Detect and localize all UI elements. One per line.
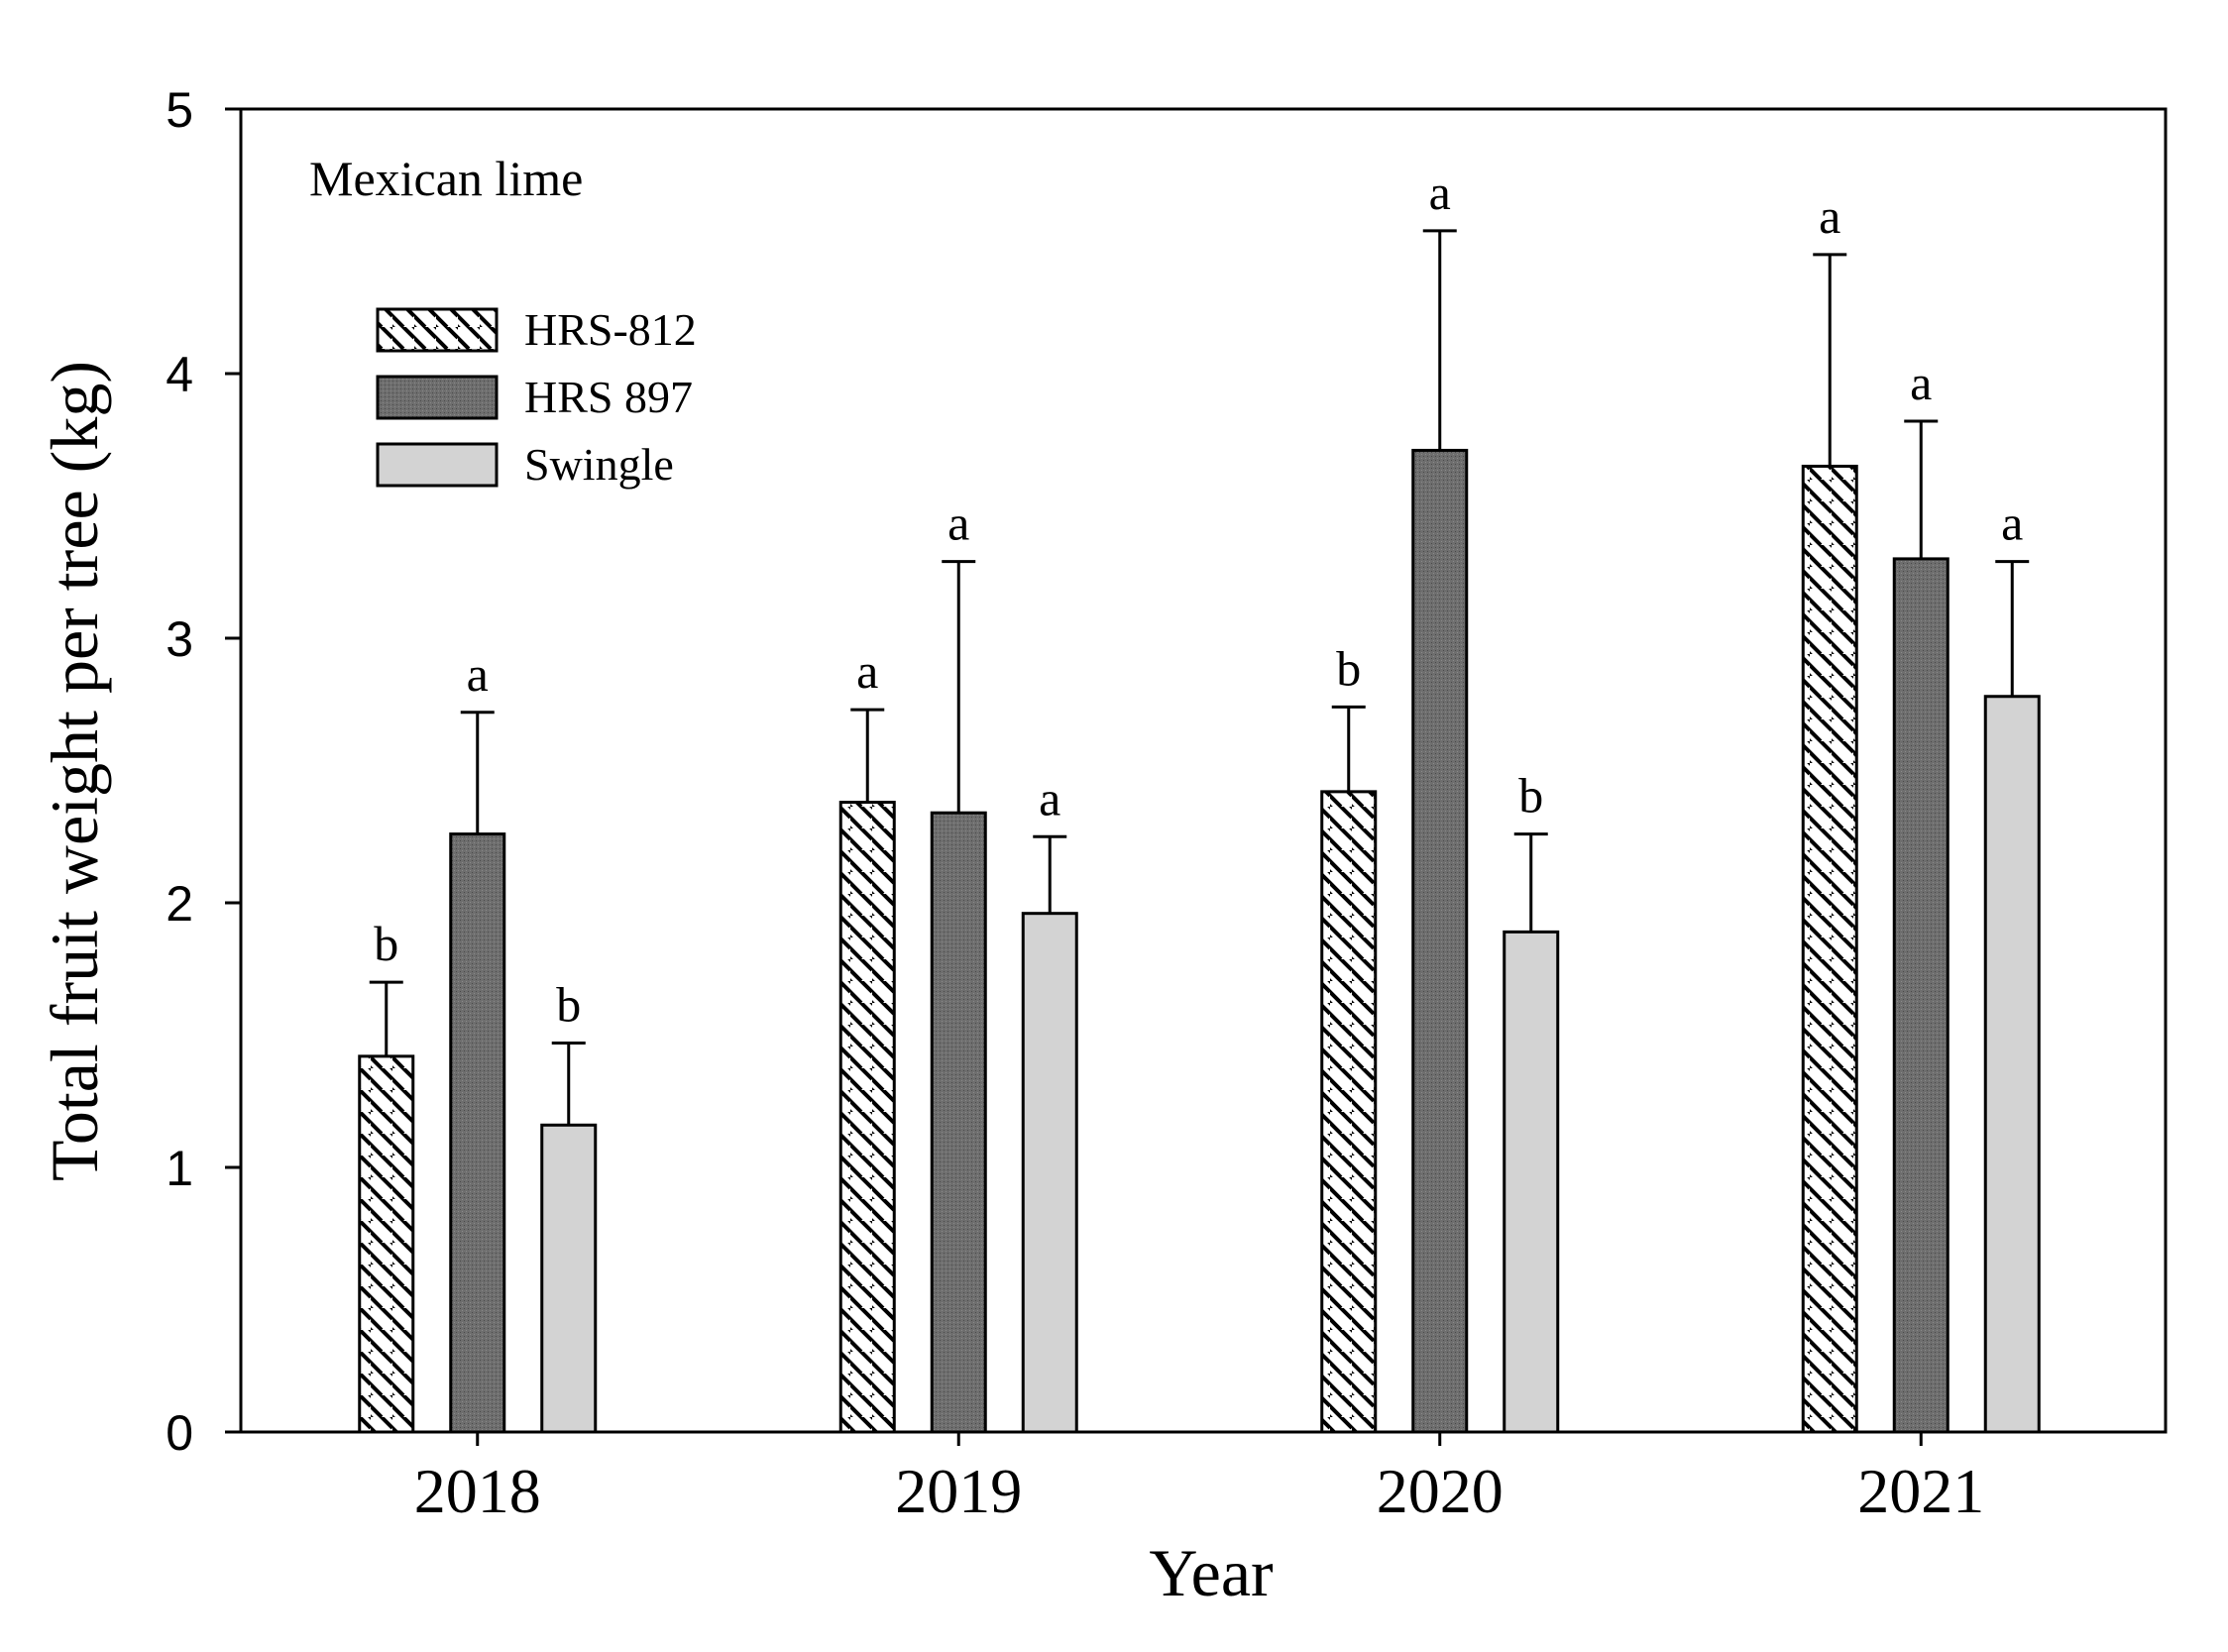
legend: HRS-812 HRS 897 Swingle bbox=[376, 304, 697, 490]
significance-letter: a bbox=[947, 496, 969, 551]
significance-letter: a bbox=[1819, 188, 1840, 244]
y-tick-label: 3 bbox=[166, 611, 193, 667]
x-tick-label: 2018 bbox=[414, 1456, 541, 1526]
chart-annotation: Mexican lime bbox=[309, 151, 583, 206]
x-tick-label: 2021 bbox=[1857, 1456, 1984, 1526]
x-tick-label: 2020 bbox=[1377, 1456, 1504, 1526]
bar bbox=[358, 1054, 415, 1434]
significance-letter: a bbox=[1429, 165, 1451, 220]
significance-letter: b bbox=[1518, 768, 1543, 824]
significance-letter: b bbox=[374, 916, 398, 971]
legend-swatch bbox=[376, 307, 499, 353]
y-tick-label: 0 bbox=[166, 1405, 193, 1461]
significance-letter: a bbox=[467, 646, 489, 702]
bar bbox=[540, 1123, 598, 1434]
significance-letter: a bbox=[1910, 355, 1932, 410]
y-tick-label: 2 bbox=[166, 876, 193, 932]
bar bbox=[838, 801, 896, 1434]
bar bbox=[1892, 557, 1950, 1434]
y-axis: 0 1 2 3 4 5 bbox=[166, 82, 241, 1461]
bar bbox=[1801, 464, 1858, 1434]
bar bbox=[1411, 448, 1469, 1434]
bar bbox=[1503, 930, 1560, 1434]
y-tick-label: 4 bbox=[166, 347, 193, 402]
legend-label: Swingle bbox=[524, 439, 674, 490]
x-axis-label: Year bbox=[1149, 1535, 1274, 1610]
significance-letter: b bbox=[1336, 640, 1361, 696]
bars-layer: b a b a a a b a b a a a bbox=[358, 165, 2041, 1434]
bar bbox=[449, 832, 506, 1434]
significance-letter: a bbox=[1039, 770, 1060, 826]
legend-swatch bbox=[376, 442, 499, 488]
y-tick-label: 1 bbox=[166, 1141, 193, 1196]
bar bbox=[1983, 695, 2041, 1434]
x-axis: 2018 2019 2020 2021 bbox=[414, 1432, 1984, 1526]
x-tick-label: 2019 bbox=[895, 1456, 1022, 1526]
bar bbox=[1021, 912, 1078, 1434]
legend-label: HRS 897 bbox=[524, 372, 693, 422]
significance-letter: a bbox=[2001, 496, 2023, 551]
bar bbox=[1320, 790, 1378, 1434]
significance-letter: a bbox=[856, 643, 878, 699]
y-tick-label: 5 bbox=[166, 82, 193, 138]
y-axis-label: Total fruit weight per tree (kg) bbox=[37, 361, 112, 1181]
bar bbox=[930, 811, 987, 1434]
significance-letter: b bbox=[556, 977, 581, 1033]
legend-swatch bbox=[376, 375, 499, 420]
legend-label: HRS-812 bbox=[524, 304, 697, 355]
